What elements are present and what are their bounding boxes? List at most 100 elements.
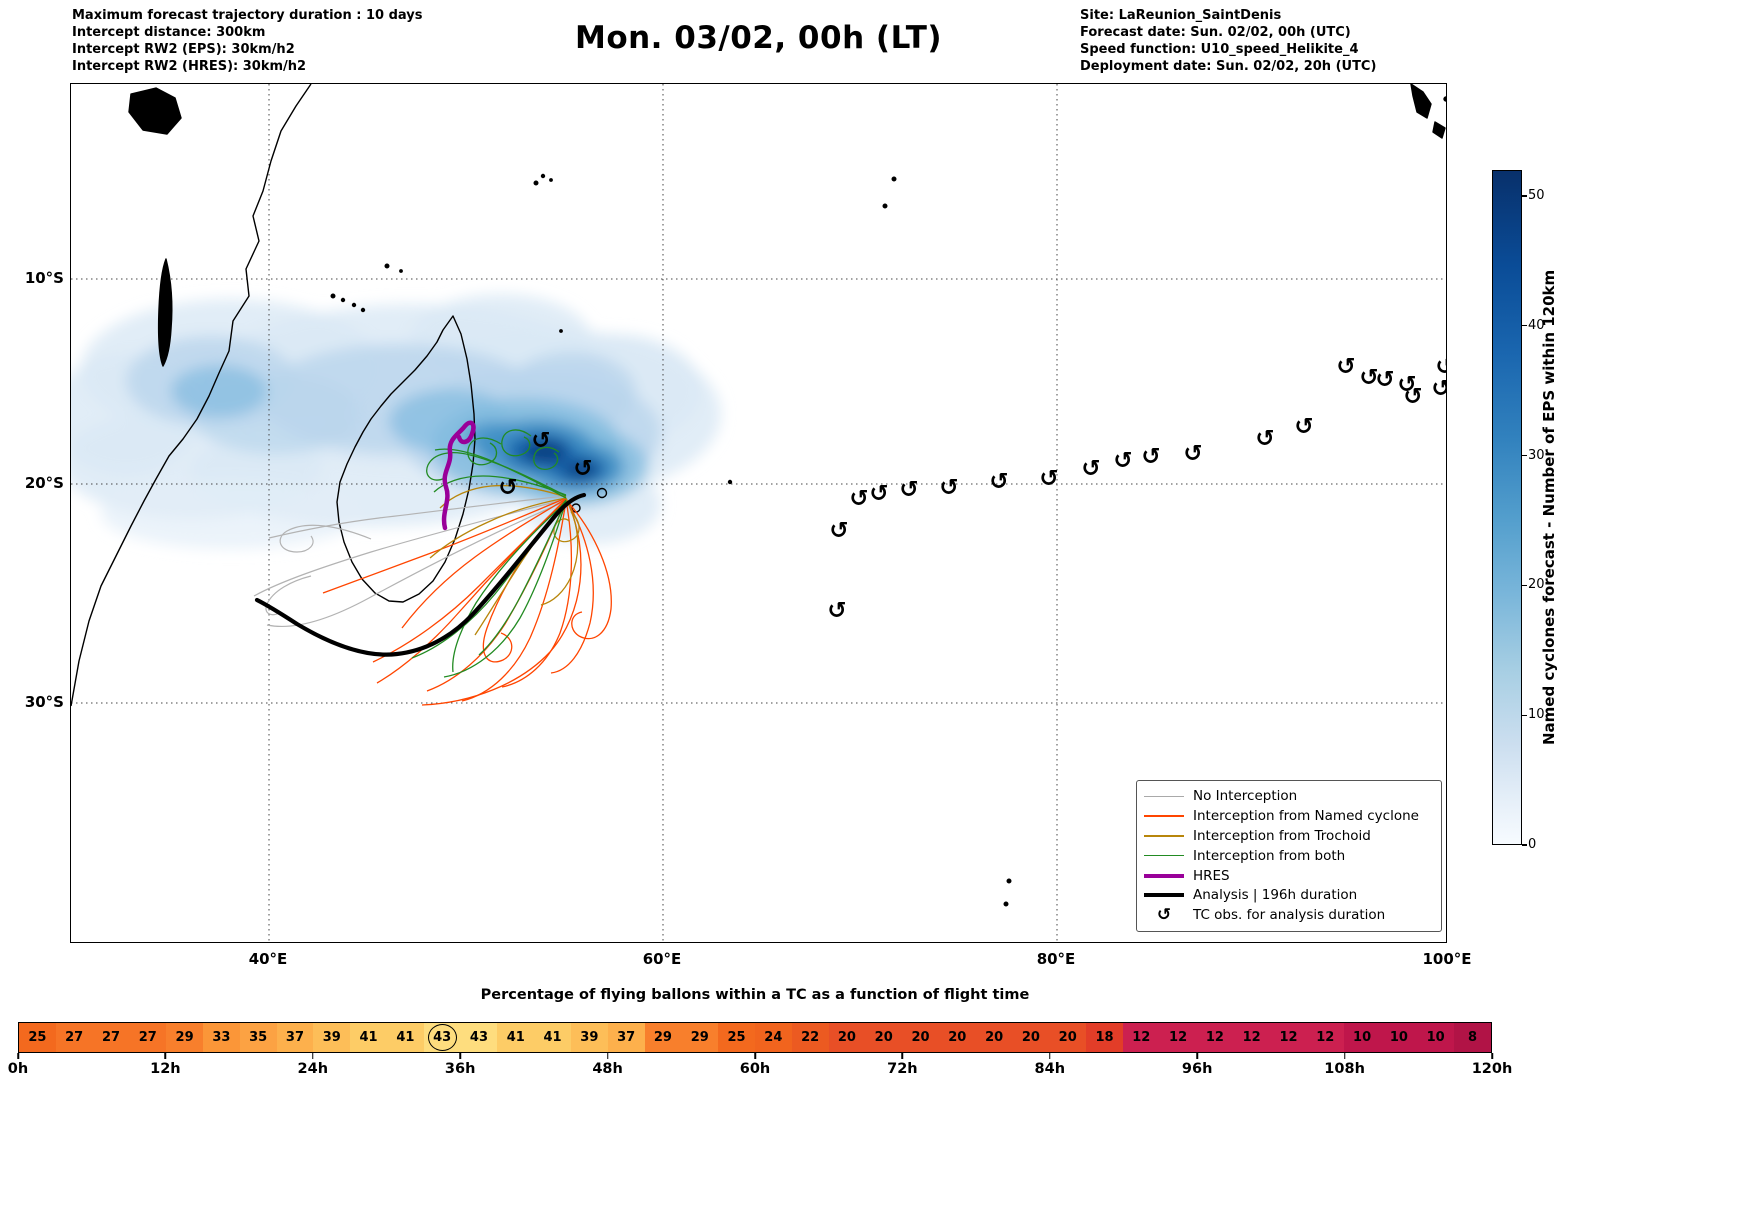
strip-cell: 41 — [350, 1023, 387, 1052]
tc-obs-icon: ↺ — [1039, 466, 1058, 492]
tc-obs-markers: ↺↺↺↺↺↺↺↺↺↺↺↺↺↺↺↺↺↺↺↺↺↺↺↺ — [498, 354, 1447, 624]
tc-obs-icon: ↺ — [1255, 426, 1274, 452]
site-line: Forecast date: Sun. 02/02, 00h (UTC) — [1080, 25, 1351, 40]
legend-item: Interception from both — [1143, 846, 1433, 866]
named-cyclone-line-swatch — [1144, 815, 1184, 817]
strip-title: Percentage of flying ballons within a TC… — [480, 987, 1030, 1003]
strip-axis-tick — [901, 1053, 904, 1059]
strip-cell: 12 — [1233, 1023, 1271, 1052]
strip-cell: 27 — [129, 1023, 167, 1052]
legend-label: Analysis | 196h duration — [1193, 887, 1358, 904]
strip-cell: 25 — [718, 1023, 755, 1052]
analysis-track — [254, 492, 587, 657]
strip-cell: 29 — [644, 1023, 682, 1052]
tc-obs-icon: ↺ — [1435, 354, 1447, 380]
strip-cell: 37 — [276, 1023, 314, 1052]
strip-time-label: 120h — [1471, 1061, 1513, 1077]
colorbar-label: Named cyclones forecast - Number of EPS … — [1540, 269, 1558, 746]
strip-axis-tick — [164, 1053, 167, 1059]
strip-cell-value: 29 — [175, 1030, 194, 1045]
colorbar-tick — [1522, 325, 1527, 327]
madagascar-coastline — [336, 315, 476, 603]
strip-cell: 20 — [1049, 1023, 1087, 1052]
page-title: Mon. 03/02, 00h (LT) — [574, 20, 943, 56]
strip-cell-value: 39 — [580, 1030, 599, 1045]
tc-obs-icon: ↺ — [1141, 444, 1160, 470]
mauritius-island — [596, 487, 608, 499]
strip-cell: 41 — [497, 1023, 535, 1052]
strip-time-labels: 0h 12h 24h 36h 48h 60h 72h 84h 96h 108h 120h — [8, 1061, 1513, 1081]
tc-obs-icon: ↺ — [1431, 376, 1447, 402]
sumatra-islands — [1410, 84, 1446, 139]
analysis-line-swatch — [1144, 893, 1184, 898]
config-line: Maximum forecast trajectory duration : 1… — [72, 8, 423, 23]
comoros-islands — [330, 293, 366, 313]
strip-cell-value: 18 — [1095, 1030, 1114, 1045]
strip-axis-tick — [606, 1053, 609, 1059]
strip-cell: 25 — [19, 1023, 56, 1052]
colorbar-tick — [1522, 454, 1527, 457]
strip-cell-value: 10 — [1426, 1030, 1445, 1045]
legend-item: Interception from Trochoid — [1143, 826, 1433, 846]
strip-cell: 41 — [534, 1023, 571, 1052]
strip-cell-value: 20 — [837, 1030, 856, 1045]
lon-tick-label: 80°E — [1036, 950, 1076, 968]
strip-time-label: 48h — [592, 1061, 623, 1077]
strip-cell-value: 27 — [101, 1030, 121, 1045]
tc-obs-icon: ↺ — [939, 475, 958, 501]
balloon-percentage-strip: 25 27 27 27 29 33 35 37 39 41 41 43 43 41 41 39 37 29 29 25… — [18, 1022, 1492, 1053]
strip-cell-value: 12 — [1242, 1030, 1261, 1045]
strip-cell: 24 — [754, 1023, 792, 1052]
strip-cell-value: 10 — [1389, 1030, 1408, 1045]
strip-cell: 35 — [239, 1023, 277, 1052]
strip-cell: 12 — [1270, 1023, 1307, 1052]
legend-label: No Interception — [1193, 788, 1298, 805]
legend-item: Analysis | 196h duration — [1143, 885, 1433, 905]
tc-obs-icon: ↺ — [827, 598, 846, 624]
strip-cell-value: 8 — [1467, 1030, 1477, 1045]
config-line: Intercept RW2 (EPS): 30km/h2 — [72, 42, 295, 57]
forecast-config-block: Maximum forecast trajectory duration : 1… — [72, 7, 423, 75]
strip-time-label: 96h — [1181, 1061, 1213, 1077]
trajectory-map: ↺↺↺↺↺↺↺↺↺↺↺↺↺↺↺↺↺↺↺↺↺↺↺↺ No Interception… — [70, 83, 1447, 943]
colorbar-tick-label: 40 — [1528, 317, 1545, 333]
colorbar-tick-label: 20 — [1528, 577, 1545, 593]
strip-cell: 18 — [1086, 1023, 1123, 1052]
strip-cell-value: 20 — [948, 1030, 967, 1045]
legend-item: HRES — [1143, 866, 1433, 886]
strip-cell: 10 — [1380, 1023, 1418, 1052]
strip-cell: 27 — [92, 1023, 130, 1052]
strip-cell-value: 43 — [469, 1030, 488, 1045]
strip-cell-value: 20 — [985, 1030, 1004, 1045]
strip-cell-value: 20 — [1021, 1030, 1040, 1045]
strip-cell: 43 — [460, 1023, 498, 1052]
strip-cell: 10 — [1343, 1023, 1381, 1052]
lon-tick-label: 40°E — [248, 950, 288, 968]
config-line: Intercept RW2 (HRES): 30km/h2 — [72, 59, 307, 74]
strip-cell-value: 12 — [1279, 1030, 1298, 1045]
strip-cell-value: 10 — [1353, 1030, 1372, 1045]
site-line: Speed function: U10_speed_Helikite_4 — [1080, 42, 1359, 57]
strip-axis-tick — [17, 1053, 19, 1059]
strip-cell-value: 29 — [653, 1030, 672, 1045]
tc-obs-icon: ↺ — [849, 486, 868, 512]
strip-time-label: 72h — [887, 1061, 918, 1077]
strip-cell-value: 37 — [617, 1030, 636, 1045]
strip-cell: 20 — [975, 1023, 1013, 1052]
trochoid-line-swatch — [1144, 835, 1184, 837]
strip-cell: 10 — [1417, 1023, 1455, 1052]
hres-line-swatch — [1144, 873, 1184, 878]
hres-track — [441, 420, 476, 531]
strip-axis-tick — [1491, 1053, 1493, 1059]
strip-cell-value: 41 — [359, 1030, 378, 1045]
lat-tick-label: 20°S — [24, 474, 64, 492]
legend-item: Interception from Named cyclone — [1143, 806, 1433, 826]
strip-time-label: 84h — [1034, 1061, 1066, 1077]
strip-cell: 29 — [166, 1023, 203, 1052]
tc-obs-icon: ↺ — [1294, 414, 1313, 440]
legend-item: ↺ TC obs. for analysis duration — [1143, 905, 1433, 925]
amsterdam-stpaul-islands — [1003, 878, 1012, 907]
strip-axis-tick — [1343, 1053, 1346, 1059]
strip-cell-value: 41 — [396, 1030, 415, 1045]
coastlines — [71, 84, 1446, 907]
